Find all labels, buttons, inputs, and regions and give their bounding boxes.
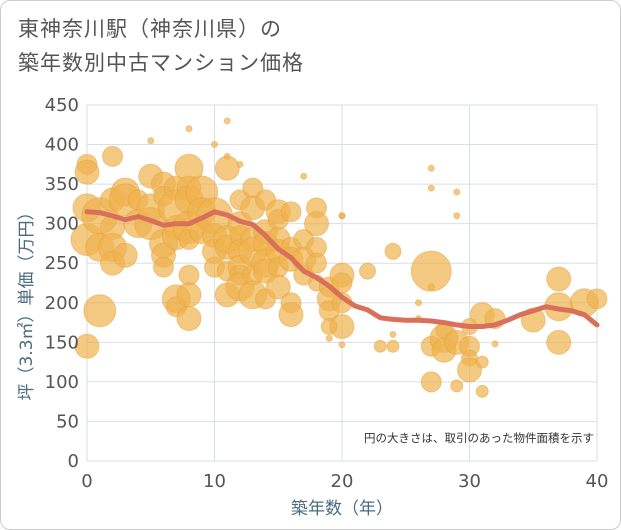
x-tick-label: 40 <box>586 471 609 492</box>
bubble-point <box>223 117 231 125</box>
bubble-point <box>427 283 435 291</box>
y-tick-label: 150 <box>45 332 79 353</box>
x-tick-label: 20 <box>331 471 354 492</box>
bubble-point <box>236 160 244 168</box>
y-tick-label: 400 <box>45 135 79 156</box>
bubble-point <box>475 355 489 369</box>
bubble-point <box>278 302 304 328</box>
annotation-note: 円の大きさは、取引のあった物件面積を示す <box>364 431 594 445</box>
bubble-point <box>74 159 100 185</box>
bubble-point <box>384 242 402 260</box>
bubble-point <box>280 201 302 223</box>
y-tick-label: 0 <box>68 451 79 472</box>
bubbles-layer <box>70 117 608 398</box>
y-tick-labels: 0 50 100 150 200 250 300 350 400 450 <box>45 95 79 472</box>
chart-title: 東神奈川駅（神奈川県）の 築年数別中古マンション価格 <box>18 12 304 80</box>
x-axis-label: 築年数（年） <box>291 499 393 519</box>
bubble-point <box>475 384 489 398</box>
bubble-point <box>147 137 155 145</box>
bubble-point <box>265 274 291 300</box>
bubble-point <box>176 306 202 332</box>
bubble-point <box>176 282 202 308</box>
bubble-point <box>420 371 442 393</box>
y-tick-label: 100 <box>45 372 79 393</box>
y-tick-label: 450 <box>45 95 79 116</box>
bubble-point <box>457 357 482 383</box>
bubble-point <box>491 340 499 348</box>
bubble-point <box>338 341 346 349</box>
bubble-point <box>427 184 435 192</box>
y-tick-label: 200 <box>45 293 79 314</box>
bubble-point <box>102 145 123 167</box>
bubble-point <box>410 250 452 292</box>
y-tick-label: 300 <box>45 214 79 235</box>
bubble-point <box>83 294 117 328</box>
x-tick-label: 10 <box>203 471 226 492</box>
bubble-point <box>450 379 464 393</box>
bubble-point <box>211 141 218 149</box>
bubble-point <box>546 329 572 355</box>
bubble-point <box>338 212 346 220</box>
y-tick-label: 50 <box>56 411 79 432</box>
bubble-point <box>389 330 397 338</box>
bubble-point <box>373 339 387 353</box>
bubble-point <box>453 212 461 220</box>
bubble-point <box>185 125 193 133</box>
bubble-point <box>112 242 138 268</box>
bubble-point <box>546 266 572 292</box>
bubble-point <box>304 211 329 237</box>
bubble-point <box>306 252 327 274</box>
bubble-point <box>427 164 435 172</box>
x-tick-label: 30 <box>458 471 481 492</box>
bubble-point <box>386 339 400 353</box>
bubble-point <box>178 264 200 286</box>
bubble-point <box>415 299 422 307</box>
trend-line <box>84 209 600 329</box>
y-tick-label: 350 <box>45 174 79 195</box>
bubble-point <box>300 172 308 180</box>
bubble-point <box>153 256 174 278</box>
bubble-point <box>74 333 100 359</box>
bubble-point <box>586 288 608 310</box>
x-tick-label: 0 <box>81 471 92 492</box>
chart-title-line1: 東神奈川駅（神奈川県）の <box>18 17 282 41</box>
bubble-point <box>453 188 461 196</box>
x-tick-labels: 0 10 20 30 40 <box>81 471 608 492</box>
chart-title-line2: 築年数別中古マンション価格 <box>18 51 304 75</box>
bubble-point <box>214 155 240 181</box>
bubble-point <box>329 314 355 340</box>
bubble-point <box>359 262 376 280</box>
y-tick-label: 250 <box>45 253 79 274</box>
y-axis-label: 坪（3.3㎡）単価（万円） <box>17 203 37 400</box>
bubble-point <box>325 334 333 342</box>
